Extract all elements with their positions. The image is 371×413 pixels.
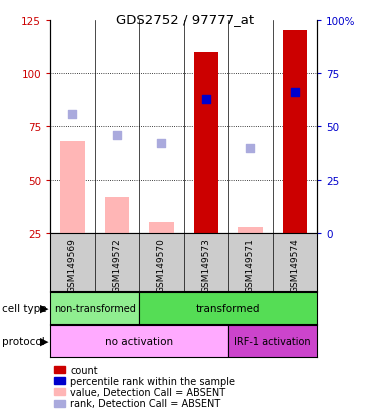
Text: transformed: transformed (196, 303, 260, 313)
Text: IRF-1 activation: IRF-1 activation (234, 336, 311, 346)
Text: value, Detection Call = ABSENT: value, Detection Call = ABSENT (70, 387, 226, 397)
Text: no activation: no activation (105, 336, 173, 346)
Bar (149, 223, 174, 233)
Point (203, 96, 209, 103)
Text: percentile rank within the sample: percentile rank within the sample (70, 376, 236, 386)
Text: GSM149570: GSM149570 (157, 238, 166, 293)
Bar (105, 197, 129, 233)
Bar (139, 292, 317, 324)
Point (158, 141, 164, 147)
Text: ▶: ▶ (40, 336, 48, 346)
Text: non-transformed: non-transformed (54, 303, 135, 313)
Bar (238, 227, 263, 233)
Text: GSM149571: GSM149571 (246, 238, 255, 293)
Text: count: count (70, 365, 98, 375)
Point (292, 90, 298, 96)
Bar (194, 52, 218, 233)
Point (114, 132, 120, 139)
Point (69, 111, 75, 118)
Bar (283, 31, 307, 233)
Point (247, 145, 253, 152)
Bar (60, 142, 85, 233)
Bar (50, 292, 139, 324)
Text: cell type: cell type (2, 303, 46, 313)
Text: GSM149574: GSM149574 (290, 238, 299, 292)
Bar (50, 325, 228, 357)
Text: GSM149572: GSM149572 (112, 238, 121, 292)
Text: GSM149573: GSM149573 (201, 238, 210, 293)
Text: GSM149569: GSM149569 (68, 238, 77, 293)
Text: ▶: ▶ (40, 303, 48, 313)
Text: rank, Detection Call = ABSENT: rank, Detection Call = ABSENT (70, 398, 221, 408)
Text: protocol: protocol (2, 336, 45, 346)
Text: GDS2752 / 97777_at: GDS2752 / 97777_at (116, 13, 255, 26)
Bar (228, 325, 317, 357)
